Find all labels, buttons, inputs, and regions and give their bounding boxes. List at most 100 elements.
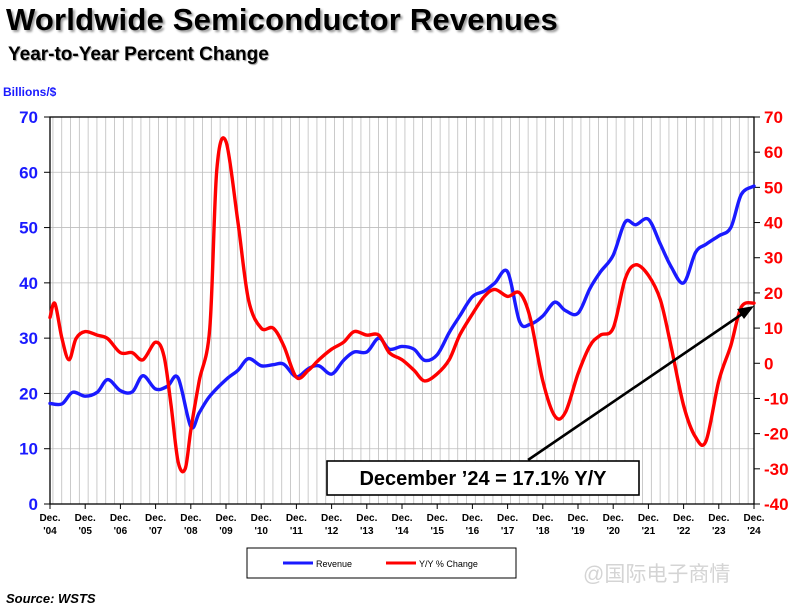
data-point-revenue	[247, 357, 250, 360]
data-point-yy-change	[423, 380, 426, 382]
data-point-yy-change	[170, 404, 173, 407]
data-point-yy-change	[131, 351, 134, 354]
data-point-revenue	[729, 226, 732, 229]
data-point-revenue	[198, 411, 201, 414]
x-axis-tick-label-year: '20	[606, 526, 620, 537]
data-point-revenue	[237, 369, 239, 372]
data-point-revenue	[413, 348, 415, 351]
data-point-yy-change	[753, 302, 755, 304]
right-axis-tick-label: 70	[764, 108, 783, 127]
data-point-yy-change	[208, 327, 211, 329]
left-axis-tick-label: 30	[19, 329, 38, 348]
data-point-yy-change	[106, 337, 109, 340]
annotation-arrowhead	[737, 306, 754, 319]
data-point-yy-change	[49, 316, 51, 319]
right-axis-tick-label: 50	[764, 178, 783, 197]
data-point-revenue	[61, 403, 63, 405]
data-point-revenue	[49, 402, 51, 405]
right-axis-tick-label: -30	[764, 460, 789, 479]
data-point-revenue	[318, 364, 320, 367]
source-note: Source: WSTS	[6, 591, 96, 606]
data-point-revenue	[330, 373, 333, 375]
x-axis-tick-label-month: Dec.	[673, 513, 694, 524]
data-point-yy-change	[494, 288, 496, 291]
data-point-revenue	[423, 359, 426, 362]
data-point-revenue	[154, 388, 157, 390]
series-layer	[48, 136, 756, 474]
data-point-yy-change	[659, 299, 662, 301]
data-point-revenue	[142, 374, 144, 377]
data-point-revenue	[553, 301, 556, 304]
data-point-yy-change	[184, 467, 187, 470]
left-axis-tick-label: 50	[19, 219, 38, 238]
x-axis-tick-label-month: Dec.	[356, 513, 377, 524]
legend-yy-label: Y/Y % Change	[419, 559, 478, 569]
left-axis-label: Billions/$	[3, 85, 57, 99]
x-axis-tick-label-month: Dec.	[567, 513, 588, 524]
data-point-yy-change	[189, 429, 192, 431]
right-axis-tick-label: 30	[764, 249, 783, 268]
x-axis-tick-label-year: '15	[430, 526, 444, 537]
data-point-revenue	[670, 265, 672, 268]
x-axis: Dec. '04 Dec. '05 Dec. '06 Dec. '07 Dec. '08 Dec. '…	[39, 504, 765, 537]
data-point-yy-change	[705, 439, 707, 442]
left-axis-tick-label: 0	[29, 495, 38, 514]
data-point-yy-change	[506, 295, 509, 298]
data-point-revenue	[647, 218, 650, 221]
data-point-yy-change	[119, 351, 122, 354]
data-point-yy-change	[295, 376, 298, 379]
data-point-revenue	[624, 221, 627, 223]
data-point-yy-change	[740, 306, 743, 308]
data-point-yy-change	[318, 358, 320, 361]
x-axis-tick-label-month: Dec.	[743, 513, 764, 524]
data-point-revenue	[365, 351, 368, 353]
data-point-yy-change	[589, 344, 591, 347]
data-point-yy-change	[471, 313, 474, 315]
x-axis-tick-label-year: '05	[78, 526, 92, 537]
data-point-yy-change	[353, 330, 355, 333]
data-point-revenue	[342, 359, 345, 362]
data-point-revenue	[272, 363, 275, 366]
x-axis-tick-label-month: Dec.	[532, 513, 553, 524]
data-point-revenue	[694, 251, 697, 254]
data-point-revenue	[577, 312, 579, 315]
x-axis-tick-label-year: '14	[395, 526, 409, 537]
data-point-revenue	[458, 315, 461, 317]
data-point-yy-change	[647, 274, 650, 277]
data-point-revenue	[448, 331, 451, 334]
annotation-group: December ’24 = 17.1% Y/Y	[326, 306, 754, 496]
x-axis-tick-label-month: Dec.	[638, 513, 659, 524]
data-point-yy-change	[96, 334, 99, 336]
data-point-yy-change	[272, 327, 275, 329]
data-point-revenue	[119, 389, 122, 392]
x-axis-tick-label-year: '18	[536, 526, 550, 537]
data-point-yy-change	[401, 358, 403, 361]
legend-revenue-label: Revenue	[316, 559, 352, 569]
x-axis-tick-label-month: Dec.	[427, 513, 448, 524]
data-point-yy-change	[564, 411, 567, 414]
data-point-yy-change	[75, 337, 77, 340]
data-point-yy-change	[612, 327, 615, 329]
data-point-yy-change	[634, 263, 637, 266]
x-axis-tick-label-month: Dec.	[603, 513, 624, 524]
data-point-yy-change	[61, 337, 63, 340]
left-axis-tick-label: 20	[19, 384, 38, 403]
x-axis-tick-label-month: Dec.	[75, 513, 96, 524]
data-point-revenue	[659, 243, 662, 246]
data-point-yy-change	[142, 358, 144, 361]
data-point-revenue	[564, 309, 567, 312]
data-point-yy-change	[198, 380, 201, 382]
plot-frame	[49, 116, 755, 505]
data-point-revenue	[106, 378, 109, 381]
data-point-yy-change	[247, 299, 250, 301]
data-point-yy-change	[553, 415, 556, 417]
x-axis-tick-label-year: '23	[712, 526, 726, 537]
x-axis-tick-label-year: '10	[254, 526, 268, 537]
data-point-revenue	[753, 185, 755, 188]
data-point-yy-change	[177, 460, 180, 463]
data-point-revenue	[740, 193, 743, 196]
series-line-yy-change	[48, 136, 756, 474]
left-axis-tick-label: 60	[19, 163, 38, 182]
x-axis-tick-label-month: Dec.	[180, 513, 201, 524]
